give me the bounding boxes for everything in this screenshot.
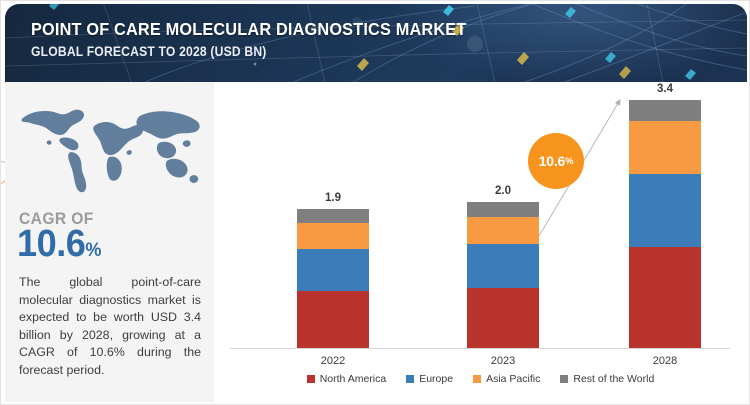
world-map-icon bbox=[13, 90, 209, 200]
bar-2028[interactable] bbox=[629, 100, 701, 348]
x-tick-2028: 2028 bbox=[652, 355, 678, 367]
bar-2023[interactable] bbox=[467, 202, 539, 348]
legend-label-rest-of-the-world: Rest of the World bbox=[573, 373, 655, 385]
legend-swatch-europe bbox=[406, 375, 415, 383]
bar-segment-europe[interactable] bbox=[467, 244, 539, 288]
cagr-value: 10.6% bbox=[17, 225, 101, 263]
cagr-label: CAGR OF bbox=[19, 209, 94, 228]
page-subtitle: GLOBAL FORECAST TO 2028 (USD BN) bbox=[31, 44, 267, 59]
legend-label-north-america: North America bbox=[319, 373, 387, 385]
legend-swatch-asia-pacific bbox=[473, 375, 482, 383]
header-banner: POINT OF CARE MOLECULAR DIAGNOSTICS MARK… bbox=[5, 4, 747, 82]
legend-item-north-america[interactable]: North America bbox=[306, 373, 387, 385]
description-text: The global point-of-care molecular diagn… bbox=[19, 275, 201, 377]
cagr-badge[interactable]: 10.6% bbox=[528, 133, 584, 189]
header-network-graphic bbox=[5, 4, 747, 82]
cagr-percent-symbol: % bbox=[85, 240, 102, 261]
x-axis-line bbox=[230, 348, 730, 349]
bar-segment-rest-of-the-world[interactable] bbox=[467, 202, 539, 217]
legend-label-asia-pacific: Asia Pacific bbox=[486, 373, 541, 385]
sidebar-panel: CAGR OF 10.6% The global point-of-care m… bbox=[5, 82, 214, 402]
bar-total-label-2028: 3.4 bbox=[657, 83, 673, 95]
legend-item-europe[interactable]: Europe bbox=[406, 373, 453, 385]
header-accent-dashes bbox=[49, 4, 696, 80]
bar-segment-europe[interactable] bbox=[297, 249, 369, 291]
bar-segment-asia-pacific[interactable] bbox=[297, 223, 369, 249]
bar-segment-north-america[interactable] bbox=[297, 291, 369, 348]
legend-item-rest-of-the-world[interactable]: Rest of the World bbox=[560, 373, 654, 385]
bar-2022[interactable] bbox=[297, 209, 369, 348]
bar-segment-asia-pacific[interactable] bbox=[467, 217, 539, 244]
cagr-badge-value: 10.6 bbox=[538, 153, 566, 169]
bar-segment-north-america[interactable] bbox=[629, 247, 701, 348]
legend-label-europe: Europe bbox=[419, 373, 454, 385]
page-title: POINT OF CARE MOLECULAR DIAGNOSTICS MARK… bbox=[31, 19, 467, 39]
cagr-badge-percent: % bbox=[565, 155, 574, 167]
bar-segment-rest-of-the-world[interactable] bbox=[629, 100, 701, 121]
bar-segment-europe[interactable] bbox=[629, 174, 701, 247]
bar-segment-asia-pacific[interactable] bbox=[629, 121, 701, 174]
cagr-number: 10.6 bbox=[17, 223, 86, 265]
bar-total-label-2023: 2.0 bbox=[495, 185, 511, 197]
legend-item-asia-pacific[interactable]: Asia Pacific bbox=[473, 373, 540, 385]
legend-swatch-rest-of-the-world bbox=[560, 375, 569, 383]
bar-segment-rest-of-the-world[interactable] bbox=[297, 209, 369, 223]
x-tick-2022: 2022 bbox=[320, 355, 346, 367]
bar-total-label-2022: 1.9 bbox=[325, 192, 341, 204]
bar-segment-north-america[interactable] bbox=[467, 288, 539, 348]
stacked-bar-chart: 1.9 2022 2.0 2023 3.4 2028 bbox=[214, 82, 747, 402]
x-tick-2023: 2023 bbox=[490, 355, 516, 367]
chart-legend: North America Europe Asia Pacific Rest o… bbox=[214, 370, 747, 388]
legend-swatch-north-america bbox=[306, 375, 315, 383]
